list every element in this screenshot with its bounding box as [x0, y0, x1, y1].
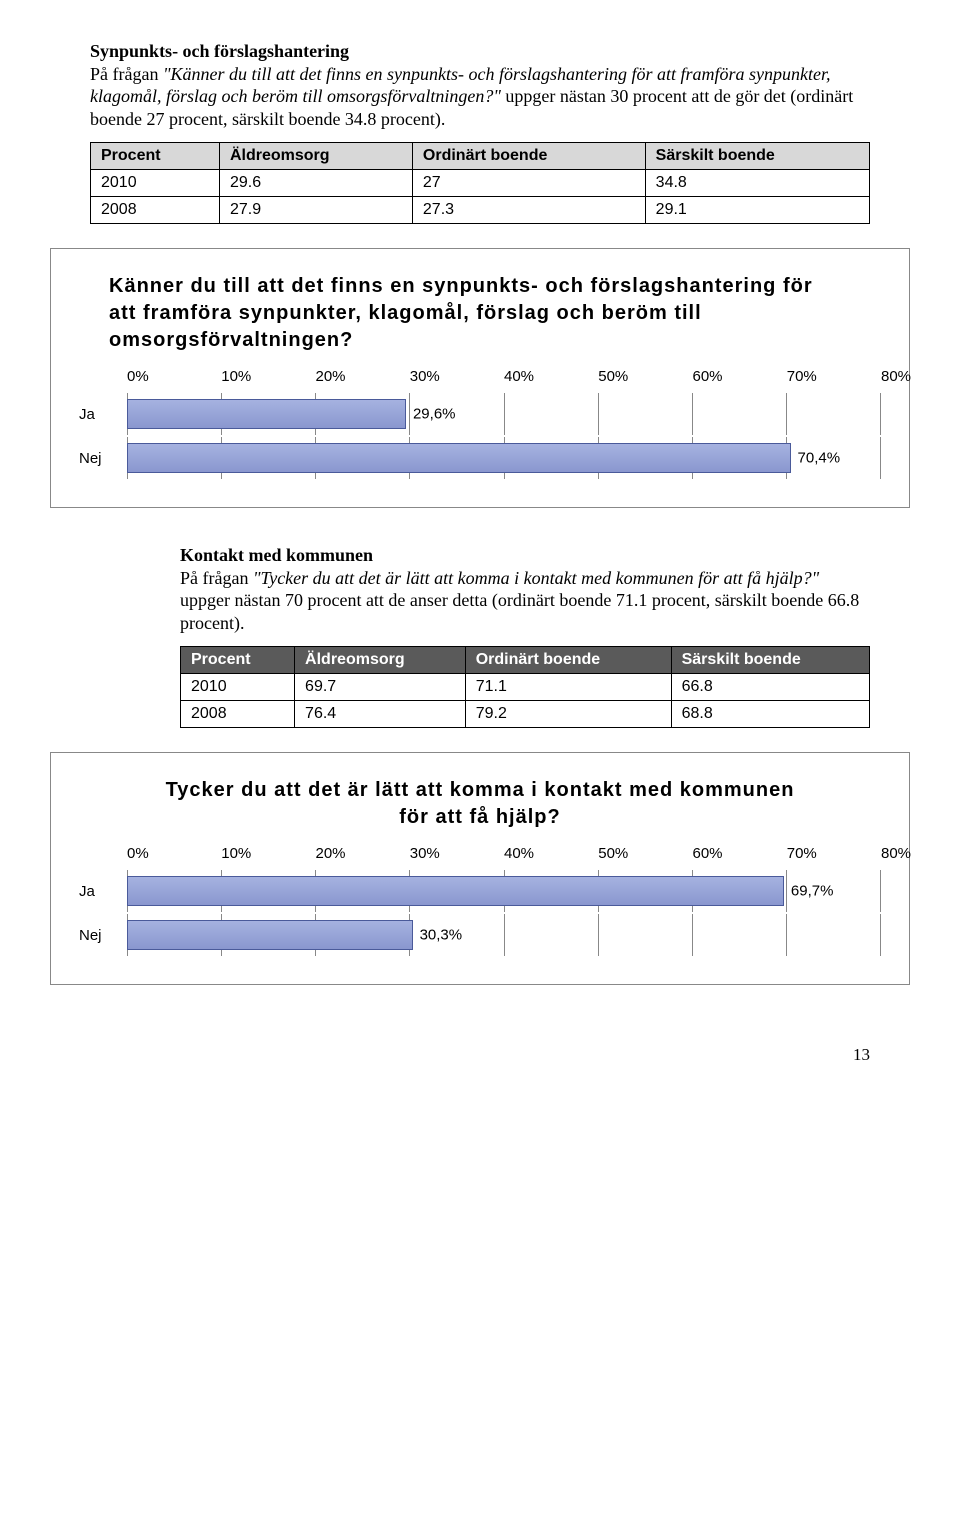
bar-label: Ja [79, 883, 127, 900]
section2-paragraph: Kontakt med kommunen På frågan "Tycker d… [180, 544, 870, 634]
bar-label: Ja [79, 406, 127, 423]
chart2-bars: Ja 69,7% Nej 30,3% [79, 876, 881, 950]
chart2-axis: 0% 10% 20% 30% 40% 50% 60% 70% 80% [127, 845, 881, 862]
bar-row: Ja 29,6% [79, 399, 881, 429]
section2-title: Kontakt med kommunen [180, 545, 373, 565]
chart1-axis: 0% 10% 20% 30% 40% 50% 60% 70% 80% [127, 368, 881, 385]
section2-block: Kontakt med kommunen På frågan "Tycker d… [180, 544, 870, 728]
table-header: Särskilt boende [671, 647, 869, 674]
table1: Procent Äldreomsorg Ordinärt boende Särs… [90, 142, 870, 224]
bar-row: Nej 70,4% [79, 443, 881, 473]
chart2-title: Tycker du att det är lätt att komma i ko… [160, 777, 800, 831]
chart2: Tycker du att det är lätt att komma i ko… [50, 752, 910, 985]
bar: 30,3% [127, 920, 413, 950]
table-header: Procent [181, 647, 295, 674]
table-header: Särskilt boende [645, 143, 869, 170]
table-row: 2010 29.6 27 34.8 [91, 170, 870, 197]
section2-lead: På frågan [180, 568, 253, 588]
table-header: Äldreomsorg [219, 143, 412, 170]
page-number: 13 [90, 1045, 870, 1065]
bar-value: 29,6% [413, 406, 456, 423]
bar-track: 29,6% [127, 399, 881, 429]
section2-italic: "Tycker du att det är lätt att komma i k… [253, 568, 819, 588]
bar: 70,4% [127, 443, 791, 473]
table-header: Ordinärt boende [412, 143, 645, 170]
bar: 29,6% [127, 399, 406, 429]
bar-row: Ja 69,7% [79, 876, 881, 906]
table-header: Äldreomsorg [295, 647, 466, 674]
bar-label: Nej [79, 927, 127, 944]
bar-value: 70,4% [798, 450, 841, 467]
bar-value: 69,7% [791, 883, 834, 900]
table-header: Ordinärt boende [465, 647, 671, 674]
bar-value: 30,3% [420, 927, 463, 944]
section2-tail: uppger nästan 70 procent att de anser de… [180, 590, 859, 633]
bar-track: 30,3% [127, 920, 881, 950]
section1-lead: På frågan [90, 64, 163, 84]
table-row: 2008 76.4 79.2 68.8 [181, 701, 870, 728]
table2: Procent Äldreomsorg Ordinärt boende Särs… [180, 646, 870, 728]
bar: 69,7% [127, 876, 784, 906]
table-row: 2010 69.7 71.1 66.8 [181, 674, 870, 701]
table-header-row: Procent Äldreomsorg Ordinärt boende Särs… [181, 647, 870, 674]
table-header-row: Procent Äldreomsorg Ordinärt boende Särs… [91, 143, 870, 170]
bar-track: 69,7% [127, 876, 881, 906]
table-header: Procent [91, 143, 220, 170]
chart1-title: Känner du till att det finns en synpunkt… [109, 273, 829, 354]
chart1: Känner du till att det finns en synpunkt… [50, 248, 910, 508]
section1-paragraph: Synpunkts- och förslagshantering På fråg… [90, 40, 870, 130]
bar-row: Nej 30,3% [79, 920, 881, 950]
chart1-bars: Ja 29,6% Nej 70,4% [79, 399, 881, 473]
bar-track: 70,4% [127, 443, 881, 473]
table-row: 2008 27.9 27.3 29.1 [91, 197, 870, 224]
bar-label: Nej [79, 450, 127, 467]
section1-title: Synpunkts- och förslagshantering [90, 41, 349, 61]
